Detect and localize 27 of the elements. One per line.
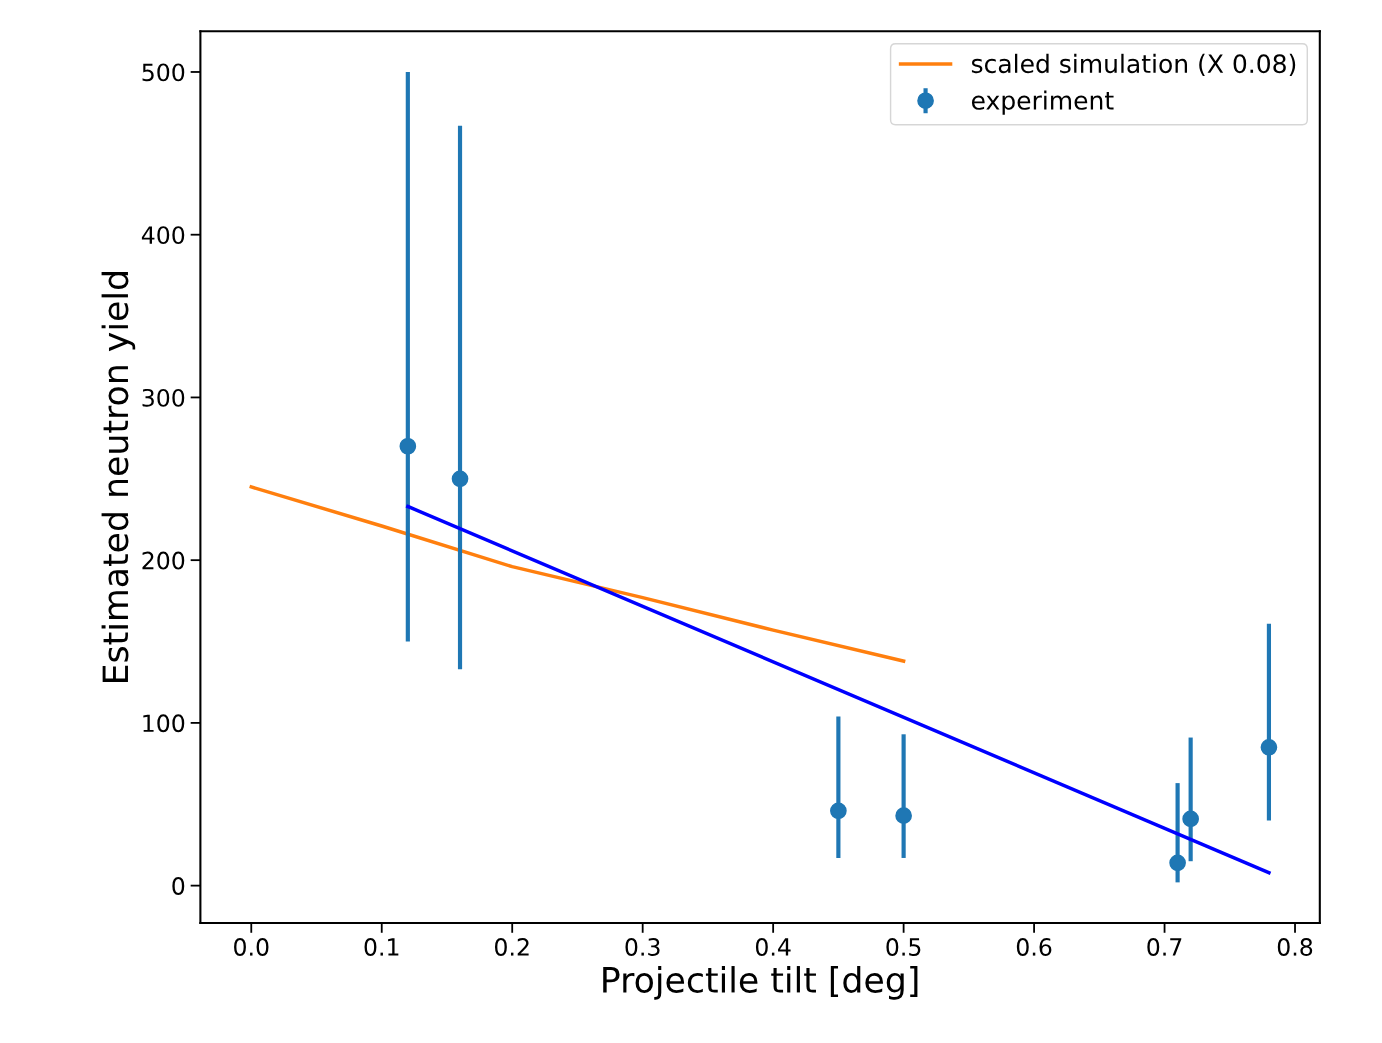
y-tick-label: 400 <box>141 226 185 245</box>
x-tick-label: 0.3 <box>625 938 660 956</box>
y-tick-label: 500 <box>142 63 185 82</box>
x-tick-label: 0.1 <box>364 938 399 956</box>
y-tick-label: 200 <box>142 551 185 570</box>
x-tick-label: 0.7 <box>1147 938 1182 956</box>
point <box>1169 854 1186 872</box>
legend-label: experiment <box>971 90 1114 115</box>
legend-label: scaled simulation (X 0.08) <box>971 53 1296 77</box>
y-tick-label: 300 <box>142 388 185 407</box>
point <box>895 807 912 824</box>
x-tick-label: 0.4 <box>755 938 791 956</box>
x-tick-label: 0.2 <box>494 938 529 956</box>
point <box>830 802 847 820</box>
x-tick-label: 0.6 <box>1016 938 1052 956</box>
point <box>451 470 469 488</box>
point <box>1260 738 1278 756</box>
x-tick-label: 0.8 <box>1277 938 1313 956</box>
y-axis-title: Estimated neutron yield <box>101 272 136 682</box>
y-tick-label: 100 <box>143 714 185 733</box>
y-tick-label: 0 <box>172 877 185 895</box>
line-series <box>249 485 906 663</box>
x-axis-title: Projectile tilt [deg] <box>603 966 918 1000</box>
point <box>1182 810 1199 828</box>
x-tick-label: 0.5 <box>886 938 921 956</box>
x-tick-label: 0.0 <box>234 938 269 956</box>
point <box>399 437 417 455</box>
